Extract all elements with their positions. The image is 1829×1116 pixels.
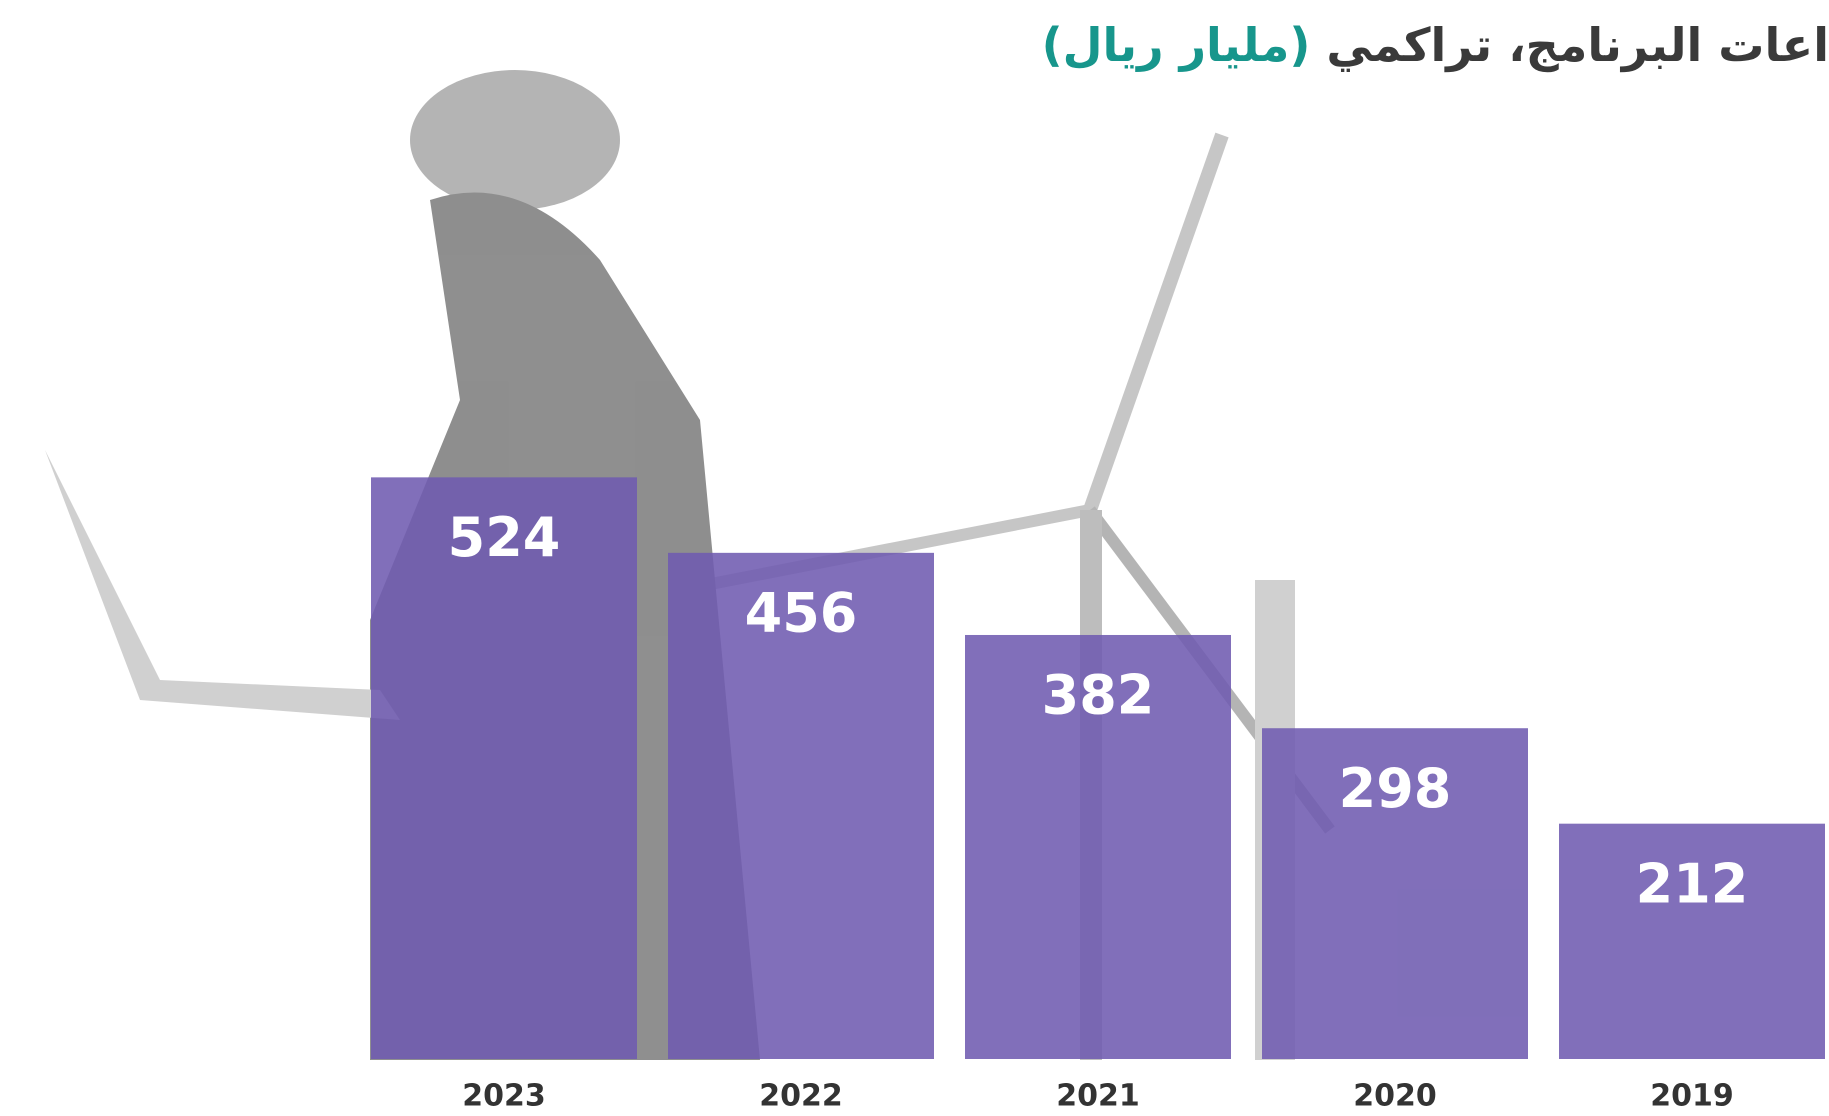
chart-title: اعات البرنامج، تراكمي (مليار ريال) xyxy=(1042,18,1829,72)
x-tick-label: 2023 xyxy=(462,1079,546,1114)
value-label: 524 xyxy=(448,506,561,569)
x-tick-label: 2020 xyxy=(1353,1079,1437,1114)
bar xyxy=(1559,823,1825,1059)
value-label: 212 xyxy=(1636,852,1749,915)
title-text: اعات البرنامج، تراكمي xyxy=(1326,18,1829,72)
x-tick-label: 2021 xyxy=(1056,1079,1140,1114)
x-tick-label: 2019 xyxy=(1650,1079,1734,1114)
title-unit: (مليار ريال) xyxy=(1041,18,1311,72)
bar xyxy=(1262,728,1528,1059)
bar xyxy=(668,552,934,1059)
x-tick-label: 2022 xyxy=(759,1079,843,1114)
value-label: 298 xyxy=(1339,757,1452,820)
bar xyxy=(371,477,637,1059)
value-label: 456 xyxy=(745,581,858,644)
bar xyxy=(965,634,1231,1059)
value-label: 382 xyxy=(1042,664,1155,727)
